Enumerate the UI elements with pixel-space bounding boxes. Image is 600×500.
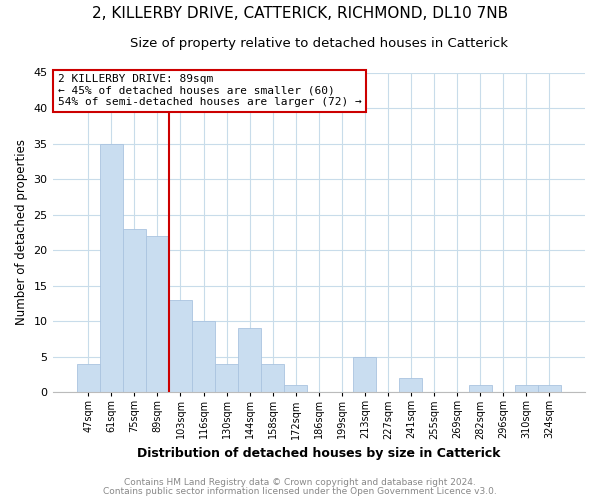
Bar: [238, 328, 261, 392]
Bar: [469, 385, 491, 392]
Bar: [400, 378, 422, 392]
Bar: [146, 236, 169, 392]
Bar: [77, 364, 100, 392]
X-axis label: Distribution of detached houses by size in Catterick: Distribution of detached houses by size …: [137, 447, 500, 460]
Bar: [284, 385, 307, 392]
Text: 2, KILLERBY DRIVE, CATTERICK, RICHMOND, DL10 7NB: 2, KILLERBY DRIVE, CATTERICK, RICHMOND, …: [92, 6, 508, 20]
Bar: [169, 300, 192, 392]
Bar: [515, 385, 538, 392]
Text: Contains public sector information licensed under the Open Government Licence v3: Contains public sector information licen…: [103, 487, 497, 496]
Bar: [538, 385, 561, 392]
Bar: [100, 144, 123, 392]
Text: Contains HM Land Registry data © Crown copyright and database right 2024.: Contains HM Land Registry data © Crown c…: [124, 478, 476, 487]
Title: Size of property relative to detached houses in Catterick: Size of property relative to detached ho…: [130, 38, 508, 51]
Bar: [123, 229, 146, 392]
Y-axis label: Number of detached properties: Number of detached properties: [15, 140, 28, 326]
Bar: [215, 364, 238, 392]
Bar: [192, 321, 215, 392]
Bar: [261, 364, 284, 392]
Text: 2 KILLERBY DRIVE: 89sqm
← 45% of detached houses are smaller (60)
54% of semi-de: 2 KILLERBY DRIVE: 89sqm ← 45% of detache…: [58, 74, 362, 108]
Bar: [353, 356, 376, 392]
